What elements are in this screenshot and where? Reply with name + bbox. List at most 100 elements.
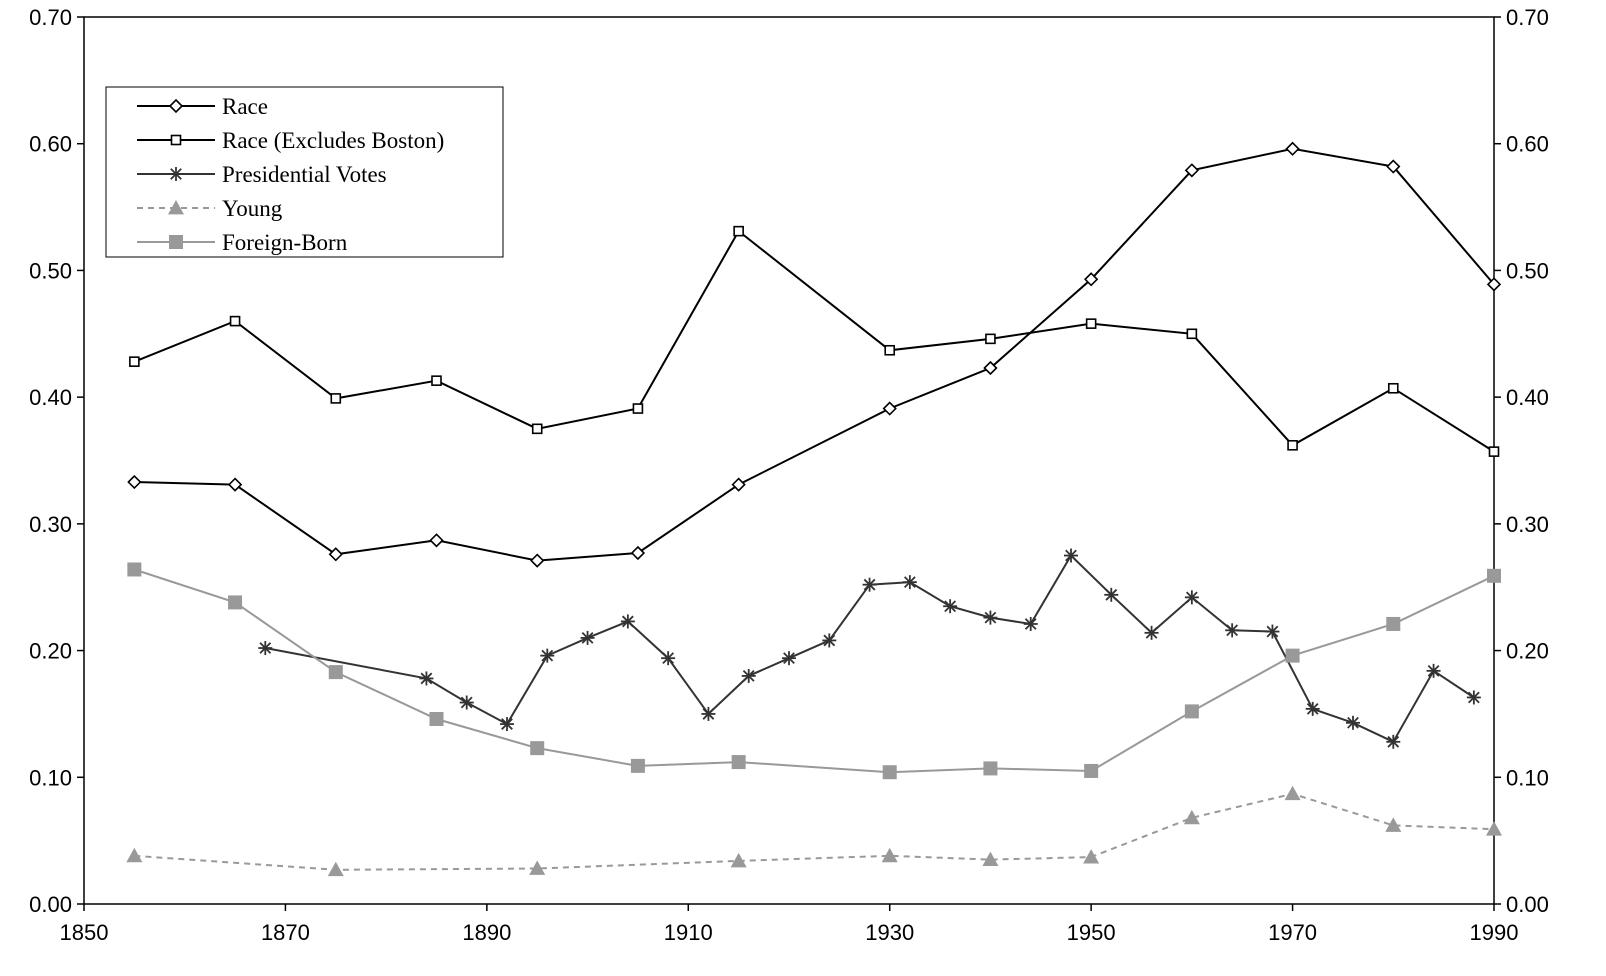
x-tick-label: 1910 <box>664 920 713 945</box>
legend-marker <box>168 98 184 114</box>
data-point <box>1346 715 1360 730</box>
series-race-excludes-boston <box>129 225 1500 457</box>
data-point <box>127 562 142 577</box>
data-point <box>1466 690 1481 705</box>
data-point <box>1488 446 1500 457</box>
plot-frame <box>83 16 1495 905</box>
data-point <box>1426 663 1441 678</box>
data-point <box>701 706 716 721</box>
data-point <box>1144 625 1159 640</box>
x-tick-label: 1970 <box>1268 920 1317 945</box>
data-point <box>530 741 545 756</box>
data-point <box>328 547 343 562</box>
y-tick-label-right: 0.70 <box>1506 5 1549 30</box>
data-point <box>327 861 344 877</box>
data-point <box>620 614 635 629</box>
data-point <box>1184 590 1199 605</box>
y-tick-label-left: 0.00 <box>29 892 72 917</box>
data-point <box>881 847 898 863</box>
data-point <box>1184 163 1199 178</box>
data-point <box>1085 318 1097 329</box>
data-point <box>1486 277 1502 292</box>
data-point <box>126 847 143 863</box>
data-point <box>258 641 273 656</box>
data-point <box>983 610 998 625</box>
data-point <box>1385 817 1402 832</box>
data-point <box>982 851 999 867</box>
data-point <box>1386 616 1401 631</box>
data-point <box>1287 439 1298 451</box>
data-point <box>882 765 897 780</box>
data-point <box>882 401 897 416</box>
data-point <box>500 717 514 732</box>
data-point <box>531 423 543 435</box>
series-presidential-votes <box>258 548 1481 749</box>
series-line <box>134 229 1495 453</box>
data-point <box>733 225 744 237</box>
data-point <box>330 393 342 404</box>
data-point <box>630 545 646 561</box>
series-race <box>127 141 1502 568</box>
data-point <box>1305 701 1320 716</box>
data-point <box>228 595 243 610</box>
data-point <box>129 356 140 367</box>
data-point <box>1284 785 1301 801</box>
data-point <box>429 711 444 726</box>
y-tick-label-left: 0.50 <box>29 258 72 283</box>
legend-item: Foreign-Born <box>137 230 348 255</box>
legend: Race Race (Excludes Boston) Presidential V… <box>105 86 504 258</box>
y-tick-label-left: 0.30 <box>29 512 72 537</box>
data-point <box>227 477 243 492</box>
legend-item: Presidential Votes <box>137 162 387 187</box>
data-point <box>983 761 998 776</box>
series-line <box>134 568 1495 774</box>
y-tick-label-right: 0.00 <box>1506 892 1549 917</box>
y-tick-label-left: 0.20 <box>29 639 72 664</box>
x-tick-label: 1850 <box>60 920 109 945</box>
series-line <box>265 553 1475 744</box>
y-tick-label-right: 0.60 <box>1506 132 1549 157</box>
data-point <box>943 599 958 614</box>
data-point <box>1386 734 1401 749</box>
legend-label: Presidential Votes <box>222 162 387 187</box>
data-point <box>862 577 877 592</box>
y-tick-label-right: 0.20 <box>1506 639 1549 664</box>
legend-label: Race (Excludes Boston) <box>222 128 444 153</box>
data-point <box>459 695 474 710</box>
data-point <box>1486 821 1502 836</box>
data-point <box>1083 849 1100 864</box>
y-tick-label-left: 0.70 <box>29 5 72 30</box>
series-foreign-born <box>127 562 1501 780</box>
data-point <box>580 630 595 645</box>
data-point <box>1023 616 1038 631</box>
data-point <box>985 333 996 345</box>
data-point <box>540 648 555 663</box>
y-tick-label-right: 0.50 <box>1506 258 1549 283</box>
legend-label: Foreign-Born <box>222 230 348 255</box>
data-point <box>661 651 676 666</box>
data-point <box>731 755 746 770</box>
data-point <box>630 758 645 773</box>
data-point <box>419 671 434 686</box>
x-tick-label: 1870 <box>261 920 310 945</box>
legend-box <box>105 86 504 258</box>
y-tick-label-right: 0.40 <box>1506 385 1549 410</box>
data-point <box>902 575 917 590</box>
data-point <box>741 668 756 683</box>
series-line <box>134 792 1495 871</box>
data-point <box>1183 809 1200 825</box>
data-point <box>1184 704 1199 719</box>
data-point <box>1104 587 1119 602</box>
data-point <box>1186 328 1198 340</box>
y-tick-label-left: 0.60 <box>29 132 72 157</box>
x-tick-label: 1990 <box>1470 920 1519 945</box>
data-point <box>1225 623 1240 638</box>
data-point <box>632 403 644 414</box>
data-point <box>431 375 442 386</box>
data-point <box>429 533 444 548</box>
legend-marker <box>169 167 183 181</box>
data-point <box>731 477 746 492</box>
y-tick-label-left: 0.10 <box>29 765 72 790</box>
data-point <box>1285 141 1300 156</box>
